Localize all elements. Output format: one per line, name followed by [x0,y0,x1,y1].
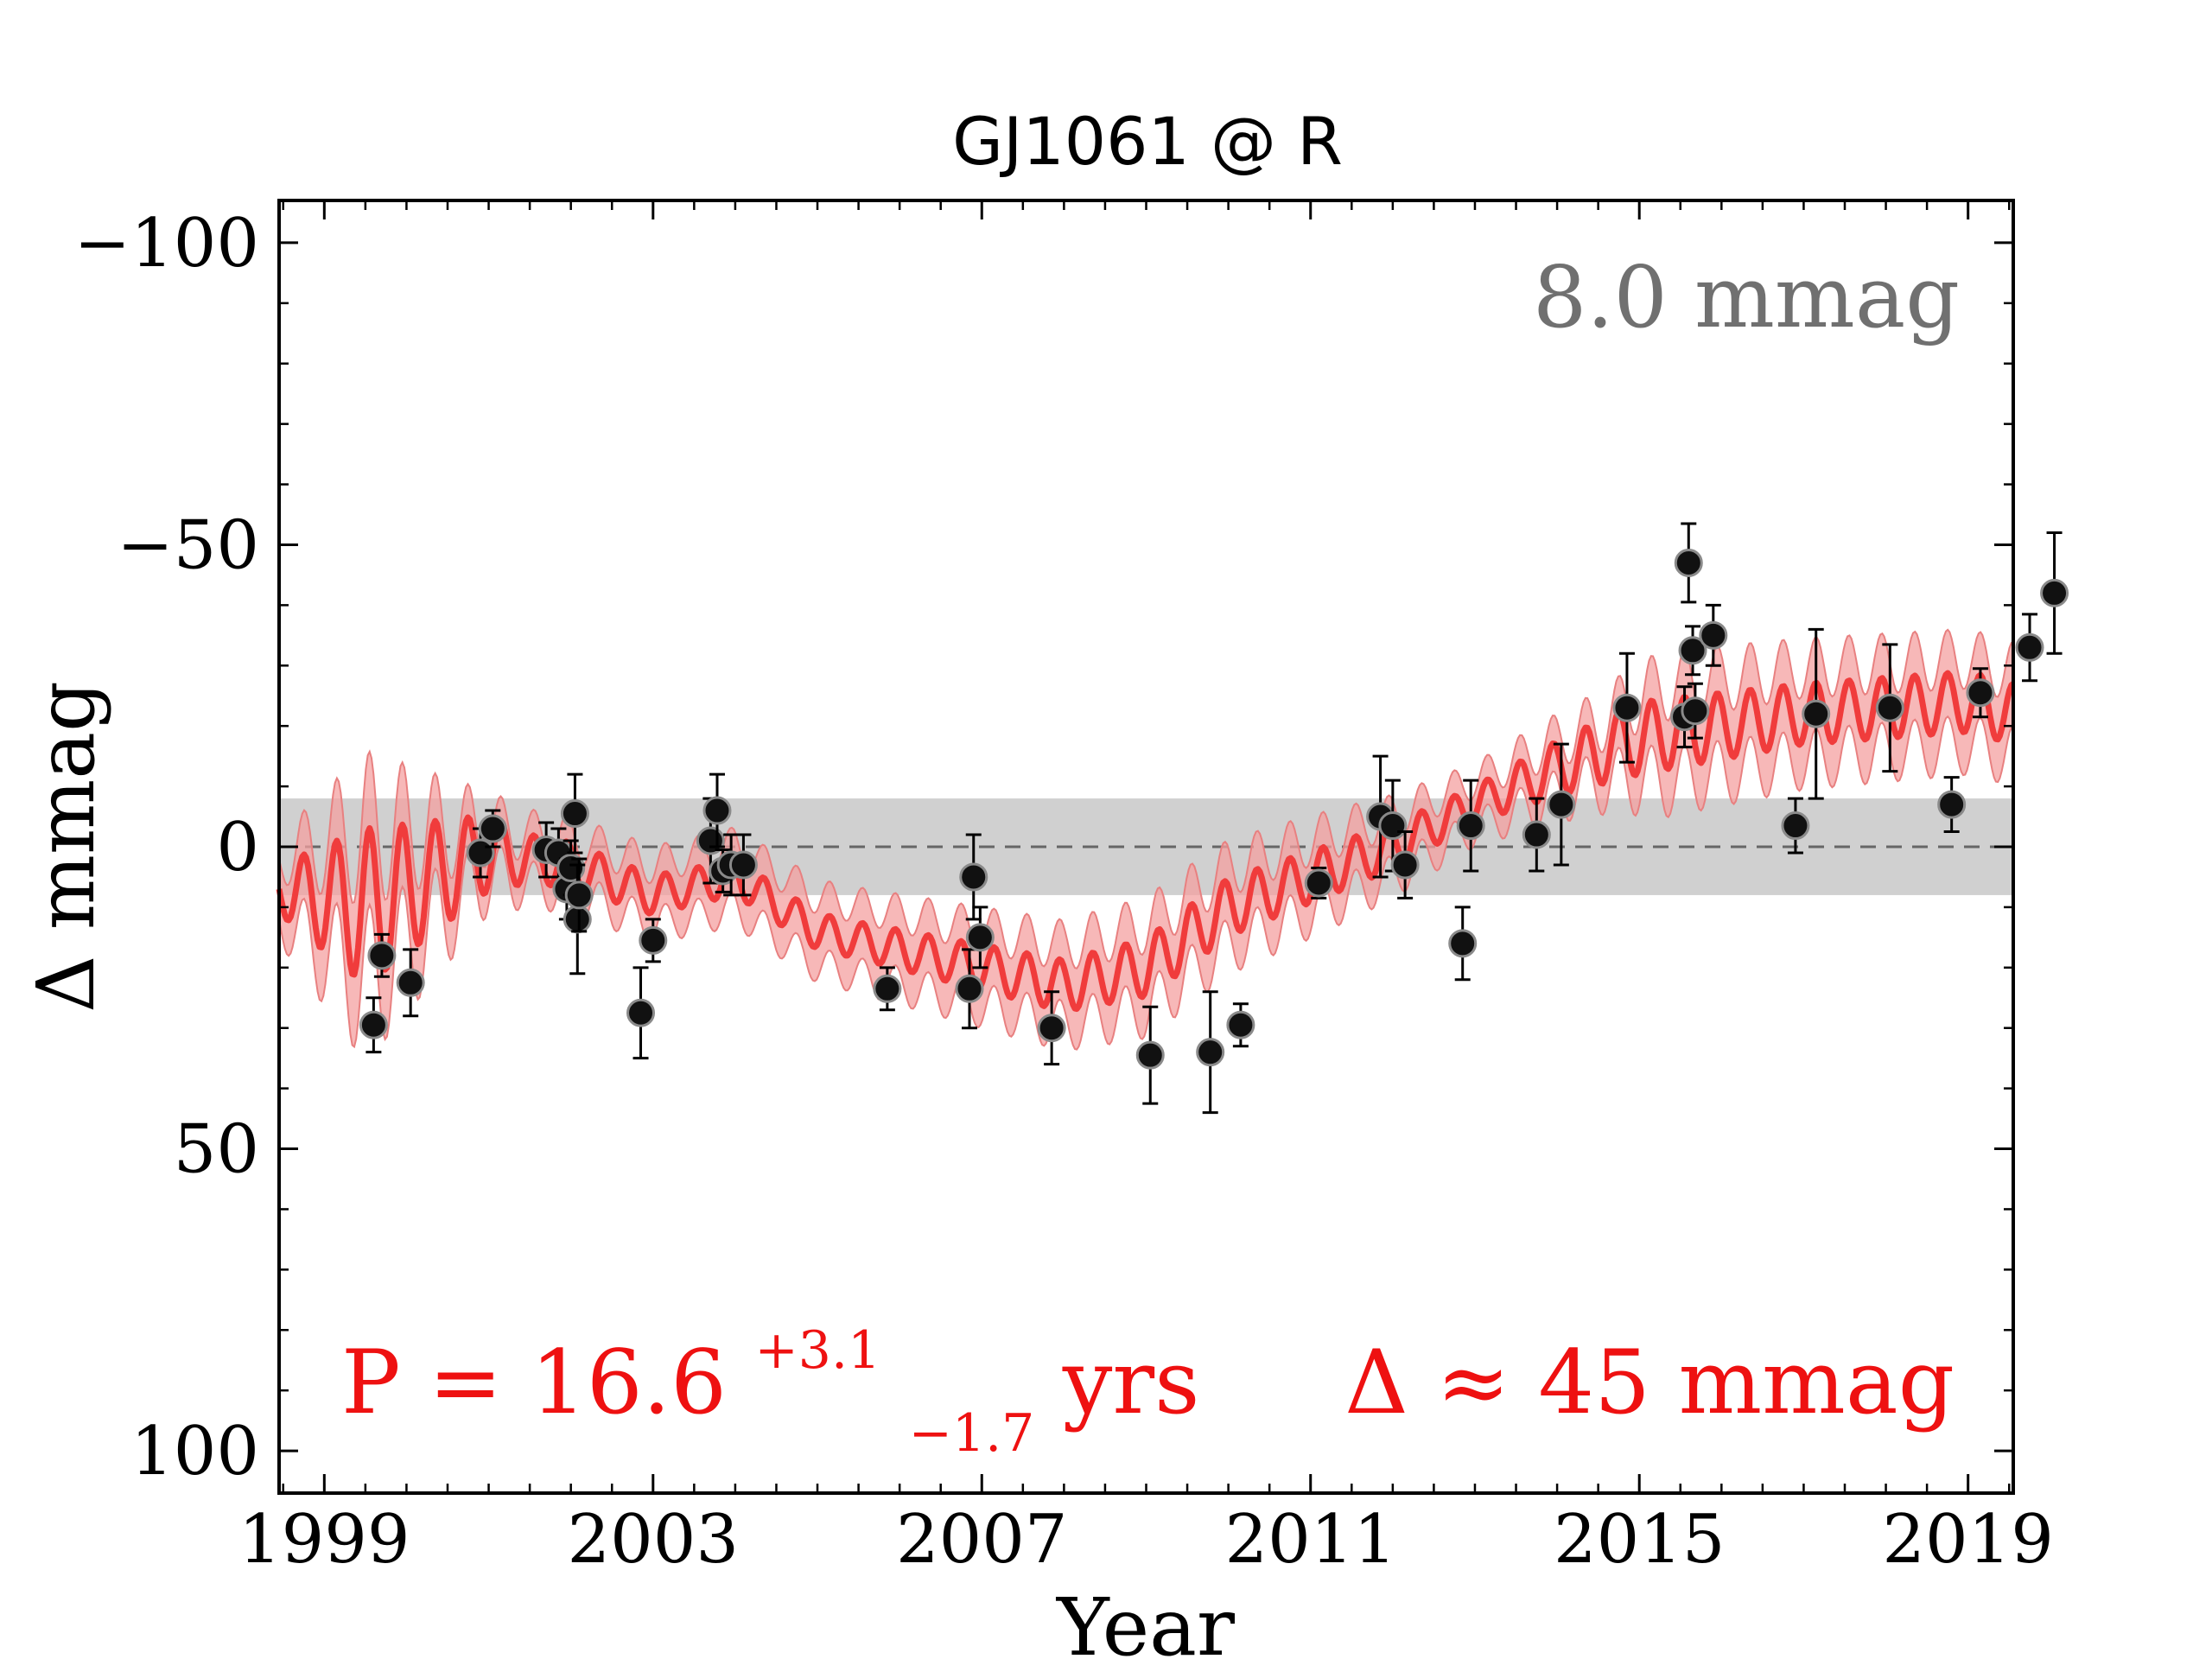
data-marker [1781,811,1810,841]
chart-title: GJ1061 @ R [952,103,1343,180]
data-marker [2040,578,2069,607]
data-marker [1699,620,1728,650]
data-point [639,918,668,963]
data-marker [955,974,984,1003]
data-point [1456,779,1485,873]
data-point [1781,797,1810,855]
data-point [1612,652,1642,764]
x-tick-label: 2015 [1554,1501,1726,1579]
data-marker [702,796,732,825]
data-point [1937,776,1967,834]
data-point [1226,1002,1255,1048]
data-point [1681,682,1710,740]
data-point [367,932,397,978]
data-point [1699,603,1728,667]
data-marker [2015,632,2044,662]
x-tick-label: 2011 [1224,1501,1396,1579]
period-lower-error: −1.7 [909,1403,1035,1464]
data-marker [1674,548,1703,577]
data-point [1522,797,1551,873]
data-marker [1875,693,1904,722]
data-marker [1681,696,1710,726]
y-tick-label: 0 [216,809,259,887]
data-marker [1678,636,1707,665]
axis-ticks: 1999 2003 2007 2011 2015 2019 −100 −50 0 50 100 [74,200,2054,1579]
data-marker [1196,1038,1225,1067]
data-marker [639,925,668,955]
data-marker [1037,1014,1066,1043]
data-marker [359,1010,388,1039]
data-point [1390,830,1420,899]
data-marker [1448,929,1478,958]
data-point [702,772,732,849]
y-tick-label: 100 [130,1413,259,1491]
data-marker [478,814,507,843]
data-marker [965,923,995,952]
period-upper-error: +3.1 [755,1320,881,1381]
data-marker [1456,811,1485,841]
data-point [955,948,984,1030]
data-point [359,996,388,1054]
data-point [396,948,425,1018]
data-point [1678,625,1707,677]
y-axis-label: Δ mmag [20,681,112,1013]
amplitude-annotation: Δ ≈ 45 mmag [1344,1332,1955,1434]
y-tick-label: −50 [117,506,259,584]
data-marker [564,880,594,910]
x-tick-label: 2019 [1882,1501,2054,1579]
data-marker [728,850,758,880]
data-point [965,906,995,969]
data-point [1966,667,1995,719]
data-marker [1378,811,1408,841]
data-marker [396,968,425,997]
plot-area [276,522,2069,1115]
x-axis-label: Year [1055,1581,1235,1659]
data-marker [959,862,988,892]
x-tick-label: 2003 [568,1501,740,1579]
data-point [1802,627,1831,800]
data-marker [1522,820,1551,849]
data-point [1135,1005,1165,1105]
data-point [1304,866,1333,899]
data-point [560,772,589,855]
data-marker [1612,693,1642,722]
period-value: P = 16.6 [341,1332,727,1434]
data-point [2040,531,2069,655]
data-marker [1802,699,1831,728]
data-point [1547,742,1576,867]
data-marker [367,941,397,970]
x-tick-label: 1999 [238,1501,410,1579]
data-marker [1390,850,1420,880]
data-marker [560,799,589,829]
data-marker [466,838,495,868]
data-marker [563,905,592,934]
data-point [873,966,902,1012]
data-point [728,833,758,897]
y-tick-label: 50 [174,1111,259,1189]
y-tick-label: −100 [74,205,259,283]
period-annotation: P = 16.6 +3.1 −1.7 yrs [341,1287,1200,1472]
data-marker [626,998,656,1027]
data-marker [1547,790,1576,819]
data-marker [1966,678,1995,708]
data-point [1037,990,1066,1066]
noise-level-label: 8.0 mmag [1533,249,1960,347]
data-point [478,809,507,849]
data-point [1674,522,1703,604]
data-marker [1937,790,1967,819]
data-point [626,966,656,1060]
data-marker [1304,868,1333,898]
data-point [959,833,988,921]
data-point [564,857,594,933]
data-point [1448,906,1478,982]
period-unit: yrs [1062,1332,1200,1434]
x-tick-label: 2007 [896,1501,1068,1579]
data-point [1875,643,1904,773]
data-marker [873,974,902,1003]
data-marker [1135,1040,1165,1070]
data-point [2015,613,2044,683]
data-point [1196,990,1225,1115]
data-marker [1226,1010,1255,1039]
